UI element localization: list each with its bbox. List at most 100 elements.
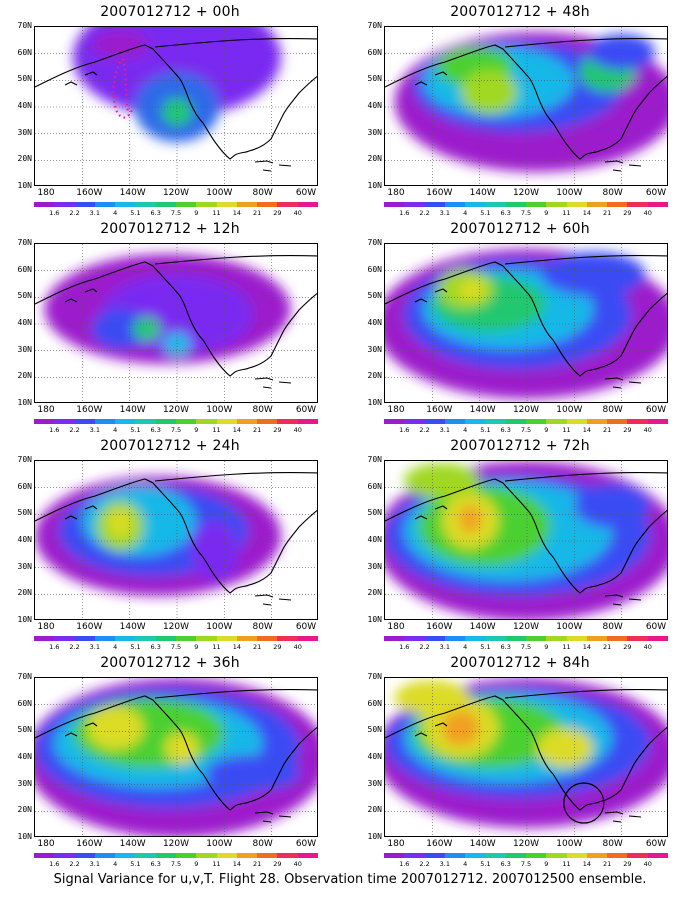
- colorbar-label: 7.5: [170, 426, 182, 434]
- colorbar-label: 21: [253, 426, 262, 434]
- colorbar-swatch: [546, 419, 567, 424]
- colorbar-label: 6.3: [500, 209, 511, 217]
- colorbar-swatch: [54, 419, 75, 424]
- colorbar-swatch: [546, 853, 567, 858]
- colorbar-label: 6.3: [500, 426, 511, 434]
- colorbar-swatch: [257, 853, 278, 858]
- colorbar-swatch: [444, 853, 466, 858]
- colorbar-swatch: [424, 202, 445, 207]
- colorbar-swatch: [257, 636, 278, 641]
- colorbar-swatch: [424, 853, 445, 858]
- colorbar-label: 21: [253, 209, 262, 217]
- lat-tick-label: 70N: [17, 672, 32, 681]
- colorbar-swatch: [586, 853, 608, 858]
- lon-tick-label: 160W: [76, 622, 103, 632]
- colorbar-swatch: [384, 636, 405, 641]
- colorbar-swatch: [505, 202, 526, 207]
- lat-tick-label: 60N: [17, 47, 32, 57]
- lat-tick-label: 40N: [367, 101, 382, 110]
- colorbar: [384, 636, 668, 641]
- colorbar-label: 3.1: [89, 426, 101, 434]
- colorbar-swatch: [54, 202, 75, 207]
- colorbar-swatch: [424, 636, 445, 641]
- colorbar-swatch: [297, 202, 318, 207]
- colorbar-swatch: [384, 202, 405, 207]
- lat-tick-label: 20N: [17, 154, 32, 164]
- colorbar-label: 11: [562, 860, 571, 868]
- colorbar-swatch: [297, 419, 318, 424]
- colorbar-swatch: [627, 636, 648, 641]
- colorbar-label: 1.6: [49, 860, 60, 868]
- colorbar-swatch: [485, 202, 506, 207]
- coastline: [385, 37, 667, 172]
- colorbar: [34, 419, 318, 424]
- colorbar-label: 7.5: [170, 643, 182, 651]
- lon-tick-label: 180: [387, 622, 405, 632]
- colorbar-label: 3.1: [439, 209, 451, 217]
- variance-field: [72, 27, 282, 142]
- colorbar-label: 11: [212, 643, 221, 651]
- colorbar-swatch: [175, 419, 197, 424]
- lon-tick-label: 60W: [645, 188, 667, 198]
- colorbar-label: 7.5: [520, 426, 532, 434]
- colorbar-label: 14: [232, 209, 241, 217]
- map-panel: 2007012712 + 24h 70N 60N 50N 40N 30N 20N 10N 180…: [0, 434, 340, 651]
- colorbar-label: 40: [643, 643, 652, 651]
- colorbar-label: 14: [232, 643, 241, 651]
- colorbar-label: 6.3: [150, 860, 161, 868]
- colorbar-label: 21: [253, 643, 262, 651]
- colorbar-swatch: [566, 419, 587, 424]
- colorbar-swatch: [525, 853, 547, 858]
- flight-track: [112, 61, 135, 119]
- colorbar-label: 40: [293, 426, 302, 434]
- colorbar-swatch: [465, 853, 486, 858]
- colorbar-label: 21: [253, 860, 262, 868]
- lat-tick-label: 70N: [367, 455, 382, 464]
- colorbar-swatch: [297, 636, 318, 641]
- colorbar-label: 29: [273, 426, 282, 434]
- colorbar-swatch: [74, 202, 95, 207]
- lat-tick-label: 30N: [367, 127, 382, 137]
- colorbar-swatch: [566, 202, 587, 207]
- colorbar-swatch: [135, 202, 156, 207]
- colorbar-swatch: [155, 202, 176, 207]
- colorbar-swatch: [607, 419, 628, 424]
- colorbar-swatch: [196, 636, 217, 641]
- colorbar-label: 14: [582, 426, 591, 434]
- colorbar-swatch: [115, 636, 136, 641]
- colorbar-label: 9: [544, 860, 549, 868]
- lat-tick-label: 40N: [17, 101, 32, 110]
- colorbar-label: 9: [194, 426, 199, 434]
- map-plot-area: [34, 677, 318, 837]
- colorbar-swatch: [485, 636, 506, 641]
- colorbar-swatch: [216, 636, 237, 641]
- lon-tick-label: 120W: [162, 622, 190, 632]
- lon-tick-label: 140W: [119, 188, 146, 198]
- colorbar-label: 5.1: [130, 209, 141, 217]
- lat-tick-label: 50N: [367, 74, 382, 84]
- colorbar-swatch: [155, 636, 176, 641]
- colorbar-swatch: [647, 636, 668, 641]
- colorbar-label: 3.1: [89, 209, 101, 217]
- colorbar-swatch: [155, 419, 176, 424]
- map-panel: 2007012712 + 48h 70N 60N 50N 40N 30N 20N 10N 180…: [350, 0, 690, 217]
- colorbar-label: 14: [582, 860, 591, 868]
- variance-field: [35, 476, 282, 596]
- colorbar-label: 14: [232, 860, 241, 868]
- colorbar-swatch: [135, 636, 156, 641]
- lon-tick-label: 80W: [252, 188, 273, 198]
- colorbar-label: 9: [544, 426, 549, 434]
- colorbar-swatch: [196, 419, 217, 424]
- lat-tick-label: 30N: [17, 127, 32, 137]
- colorbar-swatch: [424, 419, 445, 424]
- lon-tick-label: 180: [37, 188, 55, 198]
- colorbar-label: 7.5: [520, 643, 532, 651]
- lat-tick-label: 10N: [367, 615, 382, 624]
- lat-tick-label: 50N: [367, 508, 382, 518]
- colorbar-label: 1.6: [399, 860, 410, 868]
- map-plot-area: [34, 26, 318, 186]
- colorbar-label: 9: [544, 209, 549, 217]
- colorbar-label: 9: [194, 643, 199, 651]
- colorbar-swatch: [647, 853, 668, 858]
- colorbar-swatch: [404, 636, 425, 641]
